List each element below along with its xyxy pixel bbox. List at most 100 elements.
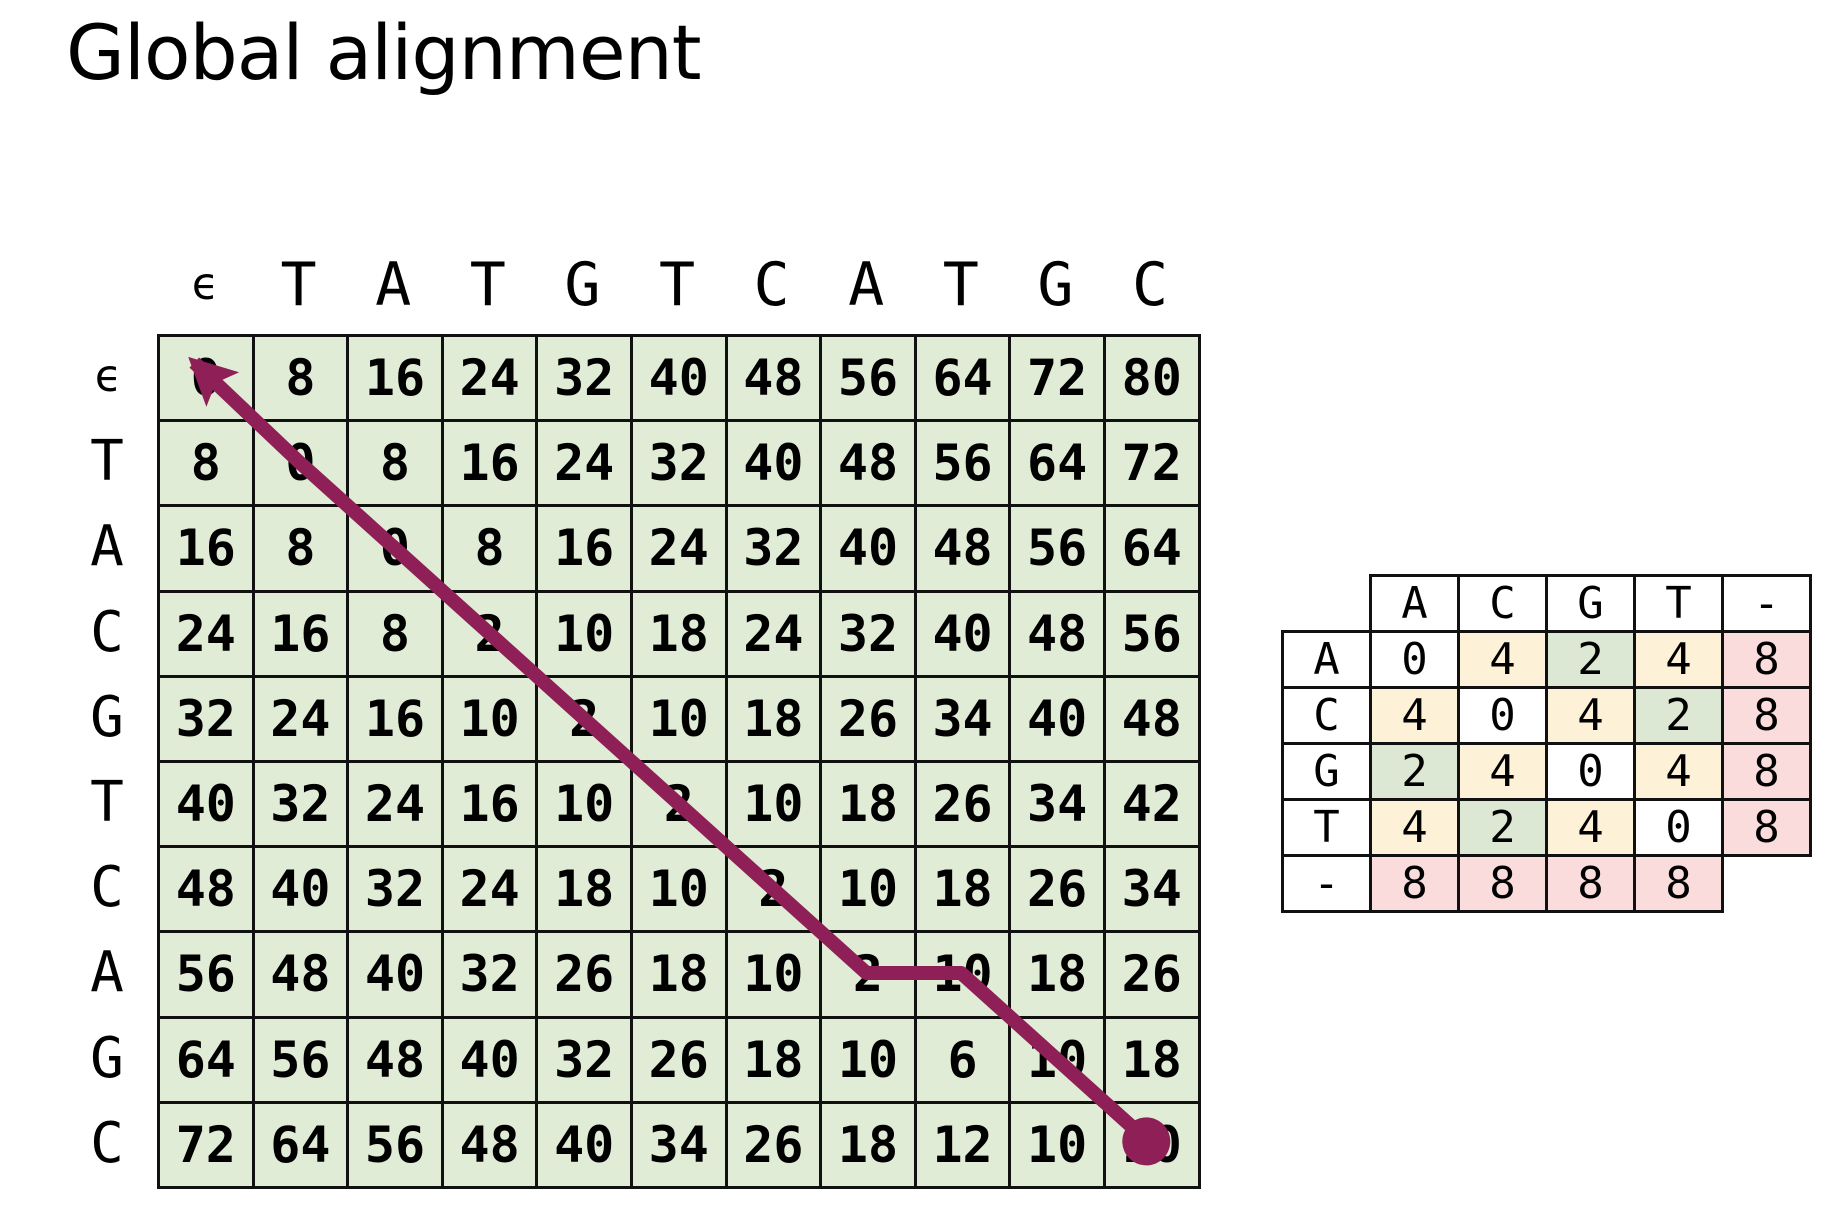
cost-cell: 0 — [1457, 686, 1548, 745]
cost-column-label: A — [1369, 574, 1460, 633]
dp-cell: 18 — [819, 1100, 917, 1189]
dp-cell: 40 — [440, 1015, 539, 1104]
cost-cell: 8 — [1633, 854, 1724, 913]
cost-cell: 2 — [1457, 798, 1548, 857]
dp-cell: 34 — [1102, 845, 1201, 934]
dp-cell: 10 — [535, 759, 633, 849]
dp-row-label: T — [90, 429, 124, 495]
dp-cell: 40 — [535, 1100, 633, 1189]
dp-cell: 56 — [913, 419, 1012, 508]
cost-cell: 8 — [1721, 798, 1812, 857]
dp-cell: 40 — [1008, 674, 1106, 763]
dp-cell: 16 — [157, 504, 255, 593]
dp-column-label: ϵ — [190, 259, 218, 310]
dp-cell: 24 — [724, 589, 823, 678]
dp-cell: 18 — [1008, 930, 1106, 1019]
dp-cell: 8 — [251, 333, 350, 423]
cost-cell: 4 — [1633, 630, 1724, 689]
dp-cell: 34 — [629, 1100, 728, 1189]
dp-cell: 64 — [1102, 504, 1201, 593]
dp-row: 32 24 16 10 2 10 18 26 34 40 48 — [157, 674, 1201, 763]
dp-cell: 8 — [346, 419, 444, 508]
cost-cell: 2 — [1369, 742, 1460, 801]
cost-cell: 4 — [1545, 686, 1636, 745]
cost-cell: 0 — [1545, 742, 1636, 801]
dp-cell: 32 — [157, 674, 255, 763]
dp-cell: 64 — [157, 1015, 255, 1104]
dp-cell: 56 — [1102, 589, 1201, 678]
slide-title: Global alignment — [66, 8, 702, 97]
cost-cell: 0 — [1633, 798, 1724, 857]
cost-empty-cell — [1723, 856, 1811, 912]
dp-column-label: G — [564, 250, 601, 320]
dp-cell: 10 — [1008, 1015, 1106, 1104]
dp-row: 16 8 0 8 16 24 32 40 48 56 64 — [157, 504, 1201, 593]
dp-cell: 72 — [1008, 333, 1106, 423]
dp-row-label: G — [90, 684, 124, 750]
dp-cell: 10 — [724, 759, 823, 849]
dp-cell: 48 — [819, 419, 917, 508]
dp-cell: 26 — [819, 674, 917, 763]
dp-cell: 48 — [724, 333, 823, 423]
dp-column-label: A — [848, 250, 885, 320]
cost-column-label: T — [1633, 574, 1724, 633]
dp-cell: 32 — [724, 504, 823, 593]
dp-cell: 10 — [819, 1015, 917, 1104]
dp-cell: 56 — [819, 333, 917, 423]
dp-row-label: A — [90, 940, 124, 1006]
dp-cell: 18 — [629, 930, 728, 1019]
dp-row-label: C — [90, 599, 124, 665]
dp-cell: 18 — [724, 1015, 823, 1104]
dp-cell: 32 — [629, 419, 728, 508]
cost-cell: 4 — [1457, 630, 1548, 689]
dp-cell: 56 — [251, 1015, 350, 1104]
dp-cell: 32 — [535, 1015, 633, 1104]
dp-cell: 48 — [1008, 589, 1106, 678]
dp-cell: 10 — [1102, 1100, 1201, 1189]
dp-cell: 0 — [251, 419, 350, 508]
dp-cell: 34 — [1008, 759, 1106, 849]
cost-cell: 8 — [1721, 630, 1812, 689]
dp-cell: 10 — [440, 674, 539, 763]
dp-column-label: A — [375, 250, 412, 320]
dp-cell: 10 — [913, 930, 1012, 1019]
dp-cell: 0 — [157, 333, 255, 423]
dp-cell: 64 — [1008, 419, 1106, 508]
cost-row-label: G — [1281, 742, 1372, 801]
cost-cell: 4 — [1369, 798, 1460, 857]
dp-cell: 2 — [629, 759, 728, 849]
dp-cell: 34 — [913, 674, 1012, 763]
dp-cell: 16 — [535, 504, 633, 593]
dp-cell: 24 — [346, 759, 444, 849]
dp-cell: 26 — [1102, 930, 1201, 1019]
dp-cell: 56 — [346, 1100, 444, 1189]
dp-cell: 18 — [629, 589, 728, 678]
dp-row-label: T — [90, 770, 124, 835]
dp-row: 0 8 16 24 32 40 48 56 64 72 80 — [157, 333, 1201, 423]
dp-cell: 40 — [346, 930, 444, 1019]
dp-cell: 18 — [1102, 1015, 1201, 1104]
dp-cell: 48 — [440, 1100, 539, 1189]
dp-cell: 10 — [629, 845, 728, 934]
dp-cell: 10 — [629, 674, 728, 763]
dp-cell: 2 — [819, 930, 917, 1019]
dp-cell: 32 — [819, 589, 917, 678]
dp-cell: 10 — [724, 930, 823, 1019]
dp-cell: 26 — [535, 930, 633, 1019]
cost-cell: 8 — [1721, 742, 1812, 801]
cost-corner — [1283, 576, 1371, 632]
dp-cell: 6 — [913, 1015, 1012, 1104]
dp-column-label: T — [469, 250, 506, 320]
dp-cell: 10 — [535, 589, 633, 678]
dp-cell: 40 — [157, 759, 255, 849]
dp-cell: 26 — [1008, 845, 1106, 934]
cost-row-label: - — [1281, 854, 1372, 913]
dp-cell: 56 — [157, 930, 255, 1019]
dp-cell: 40 — [251, 845, 350, 934]
dp-row: 56 48 40 32 26 18 10 2 10 18 26 — [157, 930, 1201, 1019]
